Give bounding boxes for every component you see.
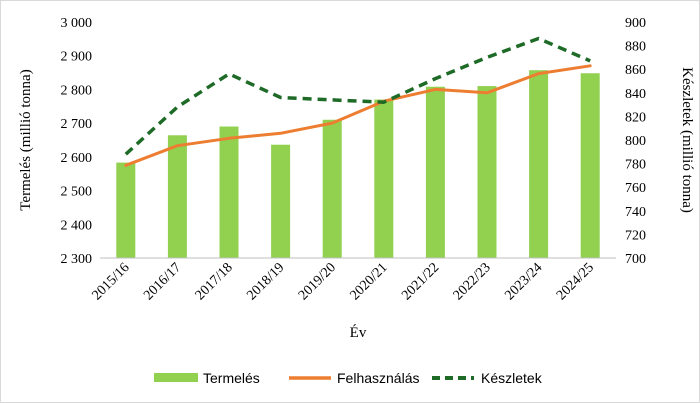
y-tick-label: 2 400 <box>61 218 93 233</box>
line-group <box>124 36 592 167</box>
bar-termeles <box>529 70 549 258</box>
y-tick-label: 2 800 <box>61 83 93 98</box>
bar-termeles <box>322 119 342 259</box>
left-axis-ticks: 2 300 2 400 2 500 2 600 2 700 2 800 2 900 3 000 <box>61 16 93 267</box>
y2-tick-label: 840 <box>625 87 646 102</box>
y2-tick-label: 860 <box>625 63 646 78</box>
x-axis-title: Év <box>350 324 367 341</box>
y2-tick-label: 900 <box>625 16 646 31</box>
y2-tick-label: 700 <box>625 252 646 267</box>
bar-termeles <box>425 86 445 258</box>
legend: Termelés Felhasználás Készletek <box>154 370 543 386</box>
y2-tick-label: 720 <box>625 228 646 243</box>
legend-swatch-termeles <box>154 373 198 382</box>
y2-tick-label: 820 <box>625 110 646 125</box>
bar-termeles <box>271 144 291 258</box>
y-tick-label: 2 600 <box>61 151 93 166</box>
legend-label: Termelés <box>203 370 260 386</box>
right-axis-ticks: 700 720 740 760 780 800 820 840 860 880 900 <box>625 16 646 267</box>
legend-label: Készletek <box>481 370 543 386</box>
y2-tick-label: 780 <box>625 158 646 173</box>
y-tick-label: 3 000 <box>61 16 93 31</box>
y2-tick-label: 740 <box>625 205 646 220</box>
bar-termeles <box>477 86 497 258</box>
bar-termeles <box>167 135 187 258</box>
bar-termeles <box>116 162 136 258</box>
y2-tick-label: 760 <box>625 181 646 196</box>
y-tick-label: 2 300 <box>61 252 93 267</box>
y-tick-label: 2 900 <box>61 50 93 65</box>
bar-termeles <box>374 99 394 259</box>
bar-group <box>116 70 600 259</box>
y-tick-label: 2 500 <box>61 185 93 200</box>
legend-label: Felhasználás <box>337 370 420 386</box>
y-tick-label: 2 700 <box>61 117 93 132</box>
bar-termeles <box>580 73 600 258</box>
y2-axis-title: Készletek (millió tonna) <box>679 67 695 213</box>
y2-tick-label: 880 <box>625 40 646 55</box>
bar-termeles <box>219 126 239 258</box>
line-felhasznalas <box>124 64 592 167</box>
y-axis-title: Termelés (millió tonna) <box>18 69 34 210</box>
y2-tick-label: 800 <box>625 134 646 149</box>
